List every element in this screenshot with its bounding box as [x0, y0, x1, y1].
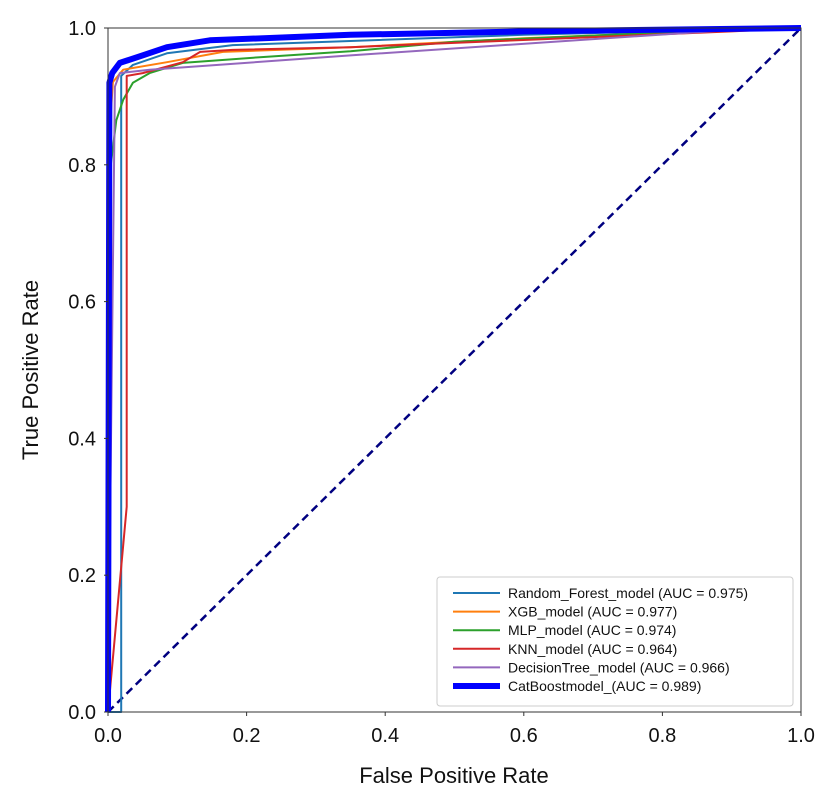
- y-ticks: 0.0 0.2 0.4 0.6 0.8 1.0: [68, 18, 108, 724]
- x-tick-label: 0.8: [648, 725, 676, 747]
- y-tick-label: 0.0: [68, 702, 96, 724]
- x-tick-label: 0.0: [94, 725, 122, 747]
- roc-curve-4: [107, 27, 750, 713]
- x-tick-label: 0.2: [233, 725, 261, 747]
- y-tick-label: 0.6: [68, 292, 96, 314]
- legend-entry: DecisionTree_model (AUC = 0.966): [508, 659, 730, 675]
- plot-frame: [107, 27, 802, 713]
- roc-curve-3: [107, 27, 802, 713]
- x-tick-label: 1.0: [787, 725, 815, 747]
- y-tick-label: 0.8: [68, 155, 96, 177]
- x-tick-label: 0.6: [510, 725, 538, 747]
- x-ticks: 0.0 0.2 0.4 0.6 0.8 1.0: [94, 712, 815, 747]
- legend-entry: XGB_model (AUC = 0.977): [508, 604, 677, 620]
- y-tick-label: 1.0: [68, 18, 96, 40]
- y-axis-label: True Positive Rate: [18, 280, 43, 460]
- legend: Random_Forest_model (AUC = 0.975) XGB_mod…: [436, 576, 794, 707]
- y-tick-label: 0.2: [68, 565, 96, 587]
- x-axis-label: False Positive Rate: [359, 763, 549, 788]
- legend-entry: KNN_model (AUC = 0.964): [508, 641, 677, 657]
- legend-entry: MLP_model (AUC = 0.974): [508, 622, 676, 638]
- y-tick-label: 0.4: [68, 428, 96, 450]
- roc-curve-5: [105, 25, 802, 713]
- legend-entry: Random_Forest_model (AUC = 0.975): [508, 585, 748, 601]
- reference-diagonal-line: [107, 27, 802, 713]
- x-tick-label: 0.4: [371, 725, 399, 747]
- legend-entry: CatBoostmodel_(AUC = 0.989): [508, 678, 701, 694]
- legend-box: [436, 576, 794, 707]
- plot-lines: [105, 25, 802, 713]
